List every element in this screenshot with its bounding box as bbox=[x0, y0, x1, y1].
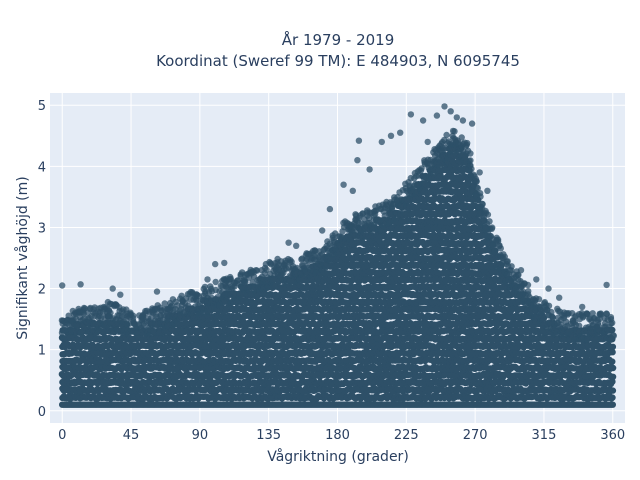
chart-title-line-2: Koordinat (Sweref 99 TM): E 484903, N 60… bbox=[156, 52, 520, 70]
data-point bbox=[129, 312, 137, 319]
data-points bbox=[58, 103, 617, 408]
chart-title-line-1: År 1979 - 2019 bbox=[282, 30, 395, 49]
data-point bbox=[212, 278, 219, 286]
data-point bbox=[161, 300, 168, 307]
data-point bbox=[65, 312, 72, 319]
data-point bbox=[252, 267, 260, 274]
